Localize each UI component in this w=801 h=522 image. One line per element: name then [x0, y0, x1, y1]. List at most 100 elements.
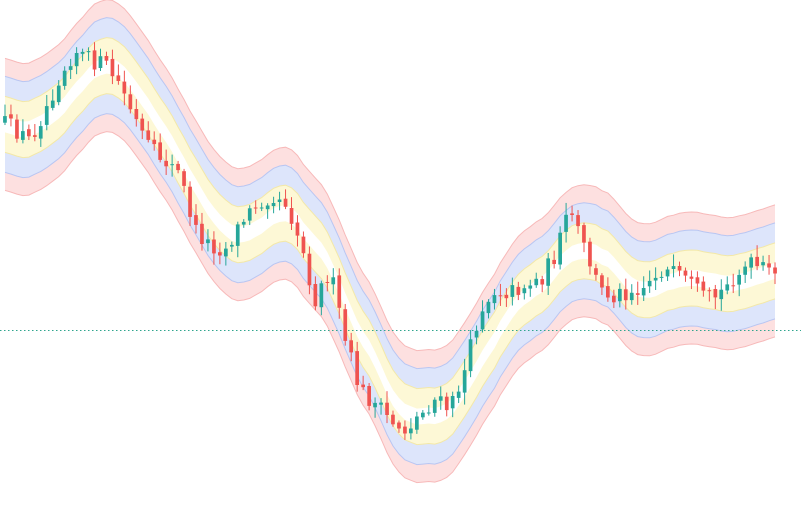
candle	[92, 42, 97, 77]
candle	[677, 261, 682, 277]
candle-body	[421, 412, 425, 418]
candle-body	[594, 268, 598, 275]
candle	[635, 281, 640, 305]
candle	[444, 392, 449, 417]
candle-body	[319, 283, 324, 308]
candle-body	[641, 288, 646, 296]
candle-body	[224, 248, 228, 257]
candle-body	[558, 232, 562, 265]
candle	[206, 229, 210, 252]
candle-body	[247, 208, 252, 221]
candle-body	[164, 160, 168, 167]
candle-body	[385, 402, 389, 415]
candle-body	[200, 223, 204, 244]
candle-body	[492, 295, 497, 304]
candle-body	[623, 289, 628, 301]
candle	[158, 133, 162, 163]
candle-body	[128, 94, 133, 110]
candle	[74, 47, 79, 75]
candle	[116, 64, 121, 85]
candle-body	[116, 75, 121, 81]
band-line-middle-upper	[4, 17, 776, 370]
candle-body	[27, 129, 31, 137]
candle-body	[570, 213, 574, 215]
candle-body	[15, 119, 19, 139]
candle-body	[737, 274, 741, 285]
candle	[200, 212, 204, 251]
candle-body	[403, 426, 407, 434]
candle	[594, 263, 598, 281]
candle-body	[683, 270, 688, 276]
candle	[355, 341, 359, 392]
candle	[570, 205, 574, 222]
candle-body	[582, 225, 586, 243]
candle-body	[277, 199, 282, 202]
candle	[265, 203, 270, 219]
candle	[307, 246, 312, 295]
candle	[689, 270, 694, 290]
candle-body	[713, 289, 718, 298]
candle-body	[367, 386, 371, 406]
candle-body	[755, 256, 759, 267]
candle	[713, 284, 718, 310]
candle-body	[677, 266, 682, 271]
candle-body	[647, 280, 652, 287]
candle	[349, 332, 353, 362]
candle	[492, 288, 497, 310]
candle-body	[671, 266, 676, 269]
candle-body	[534, 278, 539, 286]
candle-body	[743, 266, 747, 275]
candle	[331, 268, 336, 295]
candle	[719, 279, 724, 311]
candle-body	[665, 269, 670, 277]
candle-body	[313, 284, 318, 307]
candle	[140, 113, 145, 140]
candle-body	[86, 51, 91, 53]
candle	[486, 299, 491, 319]
candle	[134, 99, 139, 127]
band-line-middle-lower	[4, 113, 776, 466]
candle-body	[474, 330, 479, 338]
candle	[600, 273, 604, 295]
candle-body	[391, 414, 395, 425]
candle	[319, 280, 324, 316]
candle	[218, 242, 222, 265]
candle	[480, 300, 485, 333]
candle	[212, 231, 216, 265]
candle-body	[504, 294, 509, 299]
candle	[50, 89, 55, 111]
candle	[176, 160, 180, 174]
candle-body	[110, 58, 115, 77]
candle-body	[635, 293, 640, 295]
candle	[498, 283, 503, 306]
candle	[510, 277, 515, 306]
candle-body	[588, 241, 592, 267]
candle	[247, 205, 252, 226]
candle-body	[767, 263, 771, 268]
candle-body	[56, 85, 61, 103]
candle-body	[450, 396, 455, 409]
candle	[629, 284, 634, 305]
candle-body	[510, 285, 515, 297]
candle	[522, 284, 527, 300]
candle	[343, 303, 348, 346]
candle-body	[498, 295, 503, 297]
candle-body	[409, 428, 413, 434]
candle-body	[74, 53, 79, 67]
candle	[695, 271, 700, 292]
candle-body	[146, 130, 151, 140]
candle	[450, 391, 455, 418]
candle	[438, 386, 443, 410]
candle-body	[761, 262, 765, 266]
band-middle-lower	[5, 93, 775, 465]
candle	[122, 70, 127, 106]
candle-body	[379, 402, 383, 405]
candle-body	[62, 70, 67, 86]
candle	[659, 271, 664, 282]
candle	[289, 197, 294, 230]
candle-body	[576, 215, 580, 227]
candle	[62, 66, 67, 90]
candle	[641, 276, 646, 302]
candle-body	[695, 277, 700, 284]
